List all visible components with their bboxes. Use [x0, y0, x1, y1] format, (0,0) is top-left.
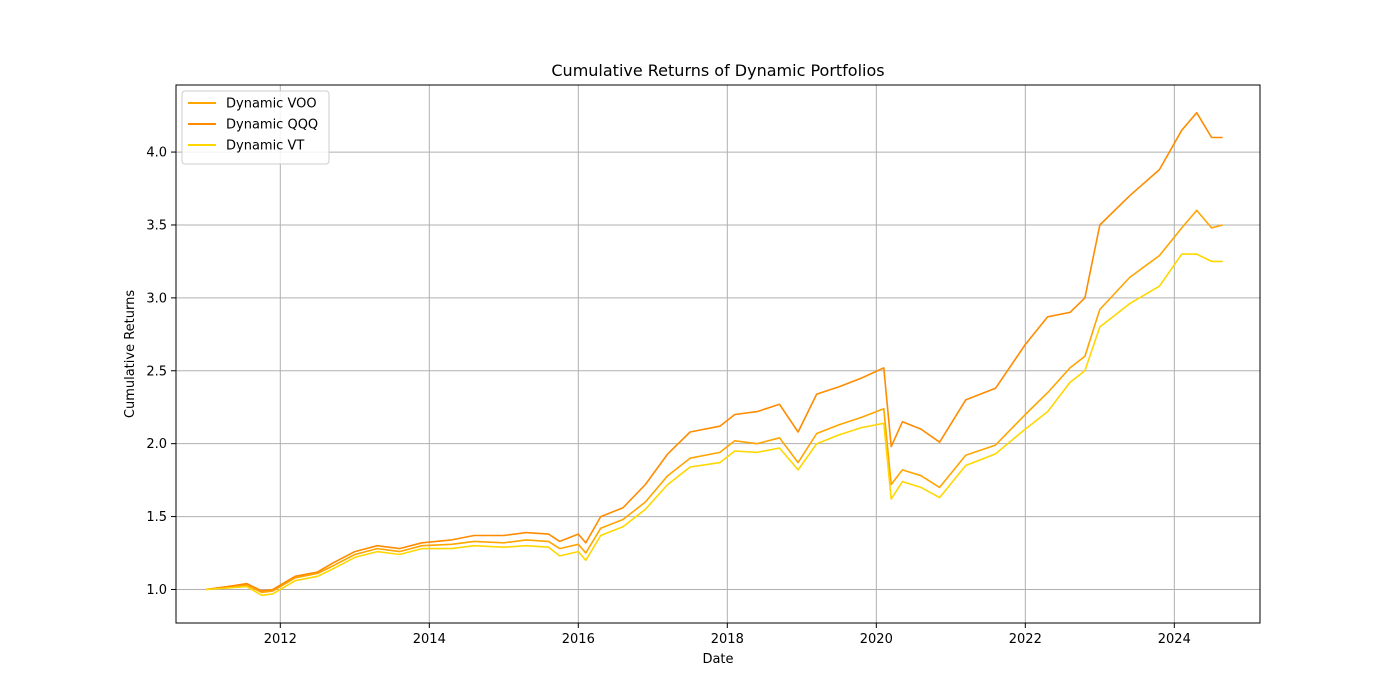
plot-area-frame	[175, 84, 1261, 624]
y-tick-label: 4.0	[146, 146, 167, 161]
x-tick-label: 2022	[1009, 632, 1042, 647]
x-tick-label: 2018	[711, 632, 744, 647]
y-tick-label: 3.5	[146, 218, 167, 233]
x-tick-label: 2012	[264, 632, 297, 647]
x-tick-label: 2020	[860, 632, 893, 647]
y-tick-label: 2.0	[146, 437, 167, 452]
series-line-3	[205, 253, 1223, 597]
y-tick-label: 1.5	[146, 510, 167, 525]
legend-label: Dynamic VT	[226, 139, 304, 154]
series-line-2	[205, 111, 1223, 592]
y-axis-ticks: 1.0 1.5 2.0 2.5 3.0 3.5 4.0	[146, 146, 176, 598]
legend-label: Dynamic QQQ	[226, 118, 318, 133]
y-tick-label: 2.5	[146, 364, 167, 379]
legend: Dynamic VOO Dynamic QQQ Dynamic VT	[181, 90, 330, 165]
x-tick-label: 2024	[1158, 632, 1191, 647]
legend-label: Dynamic VOO	[226, 97, 317, 112]
y-tick-label: 3.0	[146, 291, 167, 306]
x-tick-label: 2016	[562, 632, 595, 647]
y-axis-label: Cumulative Returns	[123, 290, 138, 418]
x-axis-label: Date	[702, 652, 733, 667]
grid	[176, 85, 1260, 623]
series-line-1	[205, 209, 1223, 594]
y-tick-label: 1.0	[146, 583, 167, 598]
x-axis-ticks: 2012 2014 2016 2018 2020 2022 2024	[264, 623, 1191, 647]
x-tick-label: 2014	[413, 632, 446, 647]
series-lines	[205, 111, 1223, 597]
chart-title: Cumulative Returns of Dynamic Portfolios	[551, 61, 884, 80]
legend-box	[181, 90, 330, 165]
